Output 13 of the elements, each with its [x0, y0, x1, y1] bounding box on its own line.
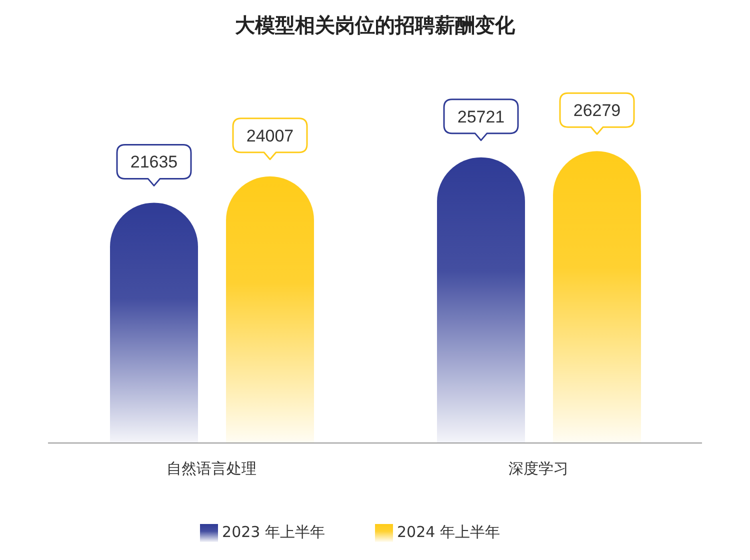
data-label: 26279 [573, 101, 621, 120]
data-label: 21635 [130, 152, 178, 172]
bar [226, 176, 314, 443]
legend-label: 2023 年上半年 [222, 523, 325, 541]
data-label: 25721 [457, 107, 505, 126]
chart-title: 大模型相关岗位的招聘薪酬变化 [234, 12, 516, 39]
bar [437, 157, 525, 443]
x-tick-label: 自然语言处理 [166, 460, 256, 478]
x-tick-label: 深度学习 [508, 460, 568, 478]
data-label: 24007 [246, 126, 294, 146]
bar [110, 202, 198, 443]
bar [553, 151, 641, 443]
legend-label: 2024 年上半年 [397, 523, 500, 541]
